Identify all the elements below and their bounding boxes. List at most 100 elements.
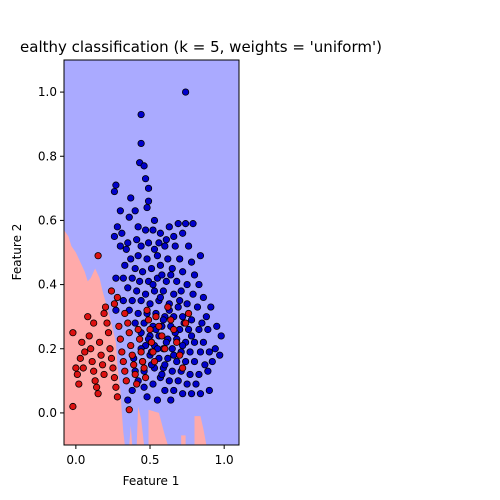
x-axis-ticks: 0.0 0.5 1.0 bbox=[66, 445, 234, 467]
data-point-series-1-20 bbox=[103, 319, 111, 327]
data-point-series-1-71 bbox=[90, 319, 98, 327]
data-point-series-0-9 bbox=[127, 194, 135, 202]
data-point-series-0-165 bbox=[167, 271, 175, 279]
data-point-series-0-151 bbox=[128, 386, 136, 395]
data-point-series-0-23 bbox=[182, 220, 190, 228]
data-point-series-0-46 bbox=[164, 255, 172, 263]
data-point-series-0-134 bbox=[186, 370, 194, 379]
data-point-series-0-172 bbox=[149, 380, 157, 388]
data-point-series-0-173 bbox=[140, 383, 148, 391]
data-point-series-1-8 bbox=[85, 332, 93, 340]
data-point-series-0-150 bbox=[167, 396, 175, 404]
y-tick-label-3: 0.6 bbox=[38, 213, 57, 227]
data-point-series-0-148 bbox=[143, 393, 151, 401]
data-point-series-1-15 bbox=[95, 338, 104, 346]
data-point-series-0-22 bbox=[174, 220, 182, 228]
data-point-series-0-20 bbox=[156, 229, 164, 237]
data-point-series-1-34 bbox=[124, 319, 132, 327]
data-point-series-1-0 bbox=[69, 329, 77, 337]
data-point-series-1-18 bbox=[100, 370, 108, 379]
data-point-series-0-146 bbox=[196, 390, 205, 398]
data-point-series-1-31 bbox=[119, 357, 127, 366]
data-point-series-0-24 bbox=[189, 220, 197, 228]
data-point-series-1-44 bbox=[139, 357, 147, 366]
data-point-series-0-164 bbox=[158, 271, 166, 279]
data-point-series-1-55 bbox=[158, 332, 166, 340]
data-point-series-1-13 bbox=[93, 383, 101, 391]
data-point-series-0-127 bbox=[190, 357, 199, 366]
data-point-series-0-92 bbox=[179, 313, 187, 321]
data-point-series-0-39 bbox=[171, 242, 179, 250]
data-point-series-0-128 bbox=[201, 361, 209, 369]
data-point-series-0-37 bbox=[150, 245, 159, 253]
data-point-series-0-44 bbox=[143, 255, 151, 263]
data-point-series-0-63 bbox=[162, 277, 170, 285]
data-point-series-1-3 bbox=[72, 364, 80, 372]
x-tick-label-1: 0.5 bbox=[140, 453, 159, 467]
data-point-series-1-64 bbox=[184, 309, 193, 318]
data-point-series-1-53 bbox=[152, 313, 160, 321]
data-point-series-0-11 bbox=[143, 203, 151, 212]
data-point-series-0-17 bbox=[134, 223, 142, 231]
data-point-series-1-16 bbox=[97, 351, 105, 359]
y-tick-label-0: 0.0 bbox=[38, 406, 57, 420]
data-point-series-1-41 bbox=[134, 325, 142, 334]
data-point-series-1-28 bbox=[115, 322, 123, 330]
data-point-series-1-49 bbox=[146, 325, 154, 334]
data-point-series-1-25 bbox=[110, 374, 119, 382]
data-point-series-0-57 bbox=[112, 274, 120, 282]
data-point-series-0-25 bbox=[118, 229, 126, 237]
data-point-series-0-119 bbox=[196, 348, 205, 356]
data-point-series-0-162 bbox=[156, 293, 164, 302]
data-point-series-0-13 bbox=[116, 207, 124, 215]
data-point-series-0-136 bbox=[204, 367, 212, 375]
data-point-series-0-182 bbox=[207, 303, 215, 311]
data-point-series-0-139 bbox=[174, 377, 182, 385]
data-point-series-1-26 bbox=[112, 383, 120, 391]
data-point-series-0-51 bbox=[139, 268, 147, 276]
data-point-series-0-67 bbox=[124, 284, 132, 292]
data-point-series-1-10 bbox=[88, 357, 96, 366]
data-point-series-0-179 bbox=[179, 341, 187, 350]
data-point-series-0-56 bbox=[190, 271, 199, 279]
data-point-series-1-11 bbox=[90, 367, 98, 375]
data-point-series-0-49 bbox=[121, 261, 129, 269]
data-point-series-0-147 bbox=[205, 386, 213, 395]
data-point-series-1-4 bbox=[73, 370, 81, 379]
data-point-series-0-47 bbox=[176, 255, 184, 263]
data-point-series-0-152 bbox=[124, 396, 132, 404]
data-point-series-0-78 bbox=[137, 297, 145, 305]
data-point-series-0-68 bbox=[133, 287, 141, 295]
data-point-series-0-35 bbox=[116, 242, 124, 250]
data-point-series-0-184 bbox=[216, 351, 224, 359]
data-point-series-1-65 bbox=[94, 252, 102, 260]
data-point-series-1-57 bbox=[164, 303, 172, 311]
data-point-series-0-21 bbox=[165, 223, 173, 231]
data-point-series-1-54 bbox=[155, 322, 163, 330]
data-point-series-0-55 bbox=[179, 268, 187, 276]
data-point-series-1-56 bbox=[161, 345, 169, 353]
data-point-series-1-17 bbox=[98, 361, 107, 369]
axes-frame bbox=[63, 59, 240, 446]
data-point-series-0-87 bbox=[134, 309, 142, 318]
data-point-series-0-12 bbox=[131, 207, 139, 215]
y-axis-label: Feature 2 bbox=[10, 224, 24, 281]
data-point-series-0-166 bbox=[176, 297, 184, 305]
data-point-series-1-51 bbox=[149, 348, 157, 356]
data-point-series-1-60 bbox=[173, 338, 181, 346]
data-point-series-0-121 bbox=[211, 345, 219, 353]
data-point-series-0-84 bbox=[193, 303, 202, 311]
data-point-series-1-14 bbox=[94, 390, 102, 398]
data-point-series-1-61 bbox=[176, 351, 184, 359]
data-point-series-0-83 bbox=[183, 300, 191, 308]
chart-title: ealthy classification (k = 5, weights = … bbox=[20, 38, 382, 56]
data-point-series-1-6 bbox=[79, 364, 87, 372]
data-point-series-0-34 bbox=[122, 245, 130, 253]
data-point-series-0-144 bbox=[179, 390, 187, 398]
data-point-series-0-143 bbox=[170, 386, 178, 395]
data-point-series-1-74 bbox=[125, 406, 133, 414]
data-point-series-0-142 bbox=[161, 386, 169, 395]
data-point-series-0-75 bbox=[199, 293, 208, 302]
data-point-series-0-111 bbox=[199, 338, 208, 346]
data-point-series-0-18 bbox=[141, 226, 150, 234]
